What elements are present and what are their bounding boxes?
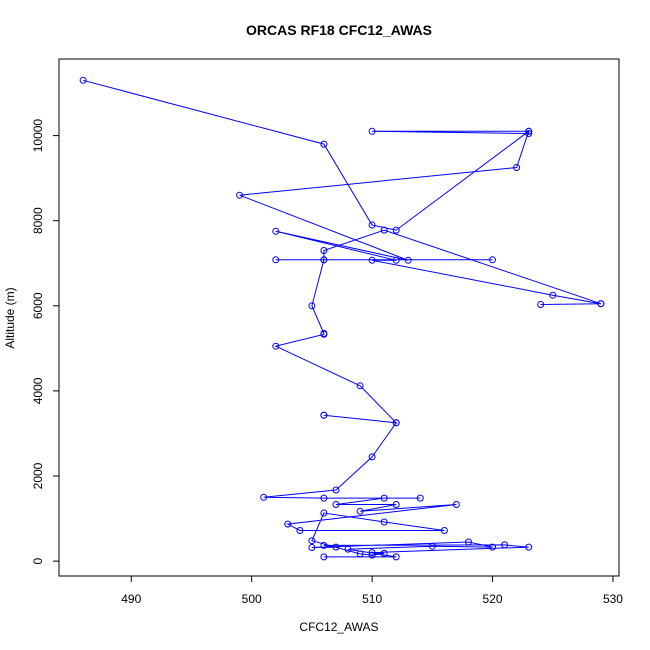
data-point xyxy=(525,543,533,551)
data-point xyxy=(320,411,328,419)
data-point xyxy=(392,501,400,508)
data-point xyxy=(344,545,352,553)
y-tick-label: 10000 xyxy=(31,119,45,153)
data-point xyxy=(380,518,388,526)
data-point xyxy=(440,527,448,534)
data-point xyxy=(452,501,460,508)
data-point xyxy=(284,520,292,528)
data-point xyxy=(368,453,376,461)
data-point xyxy=(320,509,328,517)
y-tick-label: 8000 xyxy=(31,207,45,234)
data-point xyxy=(392,226,400,234)
data-point xyxy=(368,221,376,229)
plot-area xyxy=(79,76,605,561)
data-point xyxy=(332,501,340,508)
y-tick-label: 6000 xyxy=(31,292,45,319)
plot-frame xyxy=(58,58,620,577)
y-axis: 0 2000 4000 6000 8000 10000 xyxy=(31,119,59,564)
data-point xyxy=(308,537,316,545)
x-tick-label: 500 xyxy=(242,592,262,606)
data-point xyxy=(356,382,364,390)
data-point xyxy=(272,342,280,350)
data-point xyxy=(236,191,244,199)
data-point xyxy=(392,256,400,264)
data-point xyxy=(79,76,87,84)
data-point xyxy=(356,507,364,515)
data-point xyxy=(597,300,605,308)
x-axis: 490 500 510 520 530 xyxy=(121,576,623,606)
data-point xyxy=(320,140,328,148)
x-tick-label: 490 xyxy=(121,592,141,606)
data-point xyxy=(308,302,316,310)
data-point xyxy=(356,550,364,558)
data-point xyxy=(489,543,496,551)
y-tick-label: 0 xyxy=(31,557,45,564)
data-point xyxy=(368,549,376,557)
data-point xyxy=(392,553,400,561)
data-point xyxy=(525,127,533,135)
data-point xyxy=(428,542,436,550)
data-point xyxy=(380,494,388,502)
y-tick-label: 2000 xyxy=(31,462,45,489)
data-point xyxy=(465,538,472,546)
data-point xyxy=(296,527,304,534)
x-tick-label: 530 xyxy=(603,592,623,606)
data-point xyxy=(513,164,521,171)
data-point xyxy=(368,551,376,559)
data-point xyxy=(320,553,328,561)
chart-title: ORCAS RF18 CFC12_AWAS xyxy=(246,22,432,38)
data-point xyxy=(332,486,340,494)
data-point xyxy=(368,127,376,135)
x-axis-label: CFC12_AWAS xyxy=(299,620,378,634)
data-point xyxy=(320,247,328,254)
data-point xyxy=(308,544,316,551)
x-tick-label: 520 xyxy=(483,592,503,606)
data-point xyxy=(320,494,328,502)
data-point xyxy=(549,291,557,299)
data-point xyxy=(392,419,400,427)
data-point xyxy=(525,130,533,137)
data-point xyxy=(272,227,280,235)
data-point xyxy=(489,256,496,264)
data-point xyxy=(320,256,328,264)
data-point xyxy=(320,330,328,338)
data-point xyxy=(404,256,412,264)
data-point xyxy=(501,541,509,549)
data-point xyxy=(416,494,424,502)
data-point xyxy=(260,493,268,501)
y-axis-label: Altitude (m) xyxy=(3,287,17,348)
data-point xyxy=(368,256,376,264)
y-tick-label: 4000 xyxy=(31,377,45,404)
data-point xyxy=(272,256,280,264)
data-point xyxy=(380,549,388,557)
series-line xyxy=(82,79,602,558)
data-point xyxy=(537,301,545,308)
data-point xyxy=(320,541,328,549)
data-point xyxy=(380,226,388,234)
data-point xyxy=(332,543,340,551)
x-tick-label: 510 xyxy=(362,592,382,606)
